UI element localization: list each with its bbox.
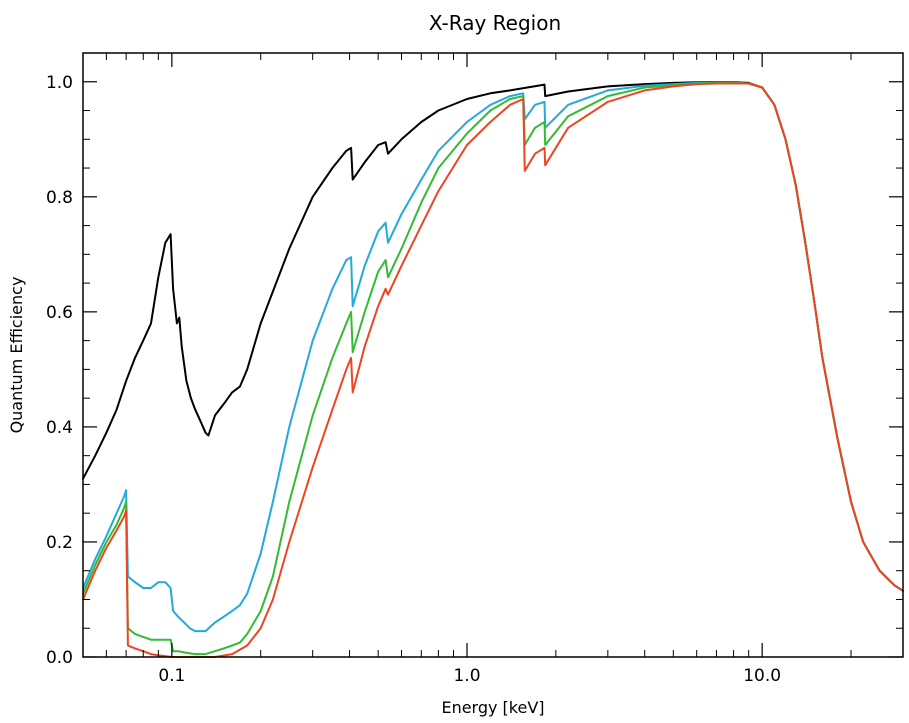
y-axis-label: Quantum Efficiency bbox=[7, 277, 26, 434]
series-line-3 bbox=[82, 81, 904, 656]
y-tick-label: 0.0 bbox=[46, 648, 73, 668]
chart-title: X-Ray Region bbox=[429, 11, 561, 35]
y-tick-label: 0.4 bbox=[46, 418, 73, 438]
y-tick-label: 0.8 bbox=[46, 188, 73, 208]
y-tick-label: 1.0 bbox=[46, 73, 73, 93]
series-line-2 bbox=[82, 81, 904, 633]
x-axis-label: Energy [keV] bbox=[441, 698, 544, 717]
y-tick-label: 0.2 bbox=[46, 533, 73, 553]
x-tick-label: 10.0 bbox=[743, 666, 781, 686]
series-layer bbox=[82, 81, 904, 658]
y-tick-label: 0.6 bbox=[46, 303, 73, 323]
series-line-1 bbox=[82, 81, 904, 592]
tick-layer: 0.1 1.0 10.0 0.0 0.2 0.4 0.6 0.8 1.0 bbox=[46, 52, 903, 686]
x-tick-label: 1.0 bbox=[453, 666, 480, 686]
series-line-4 bbox=[82, 82, 904, 658]
x-tick-label: 0.1 bbox=[158, 666, 185, 686]
plot-frame bbox=[82, 52, 904, 658]
